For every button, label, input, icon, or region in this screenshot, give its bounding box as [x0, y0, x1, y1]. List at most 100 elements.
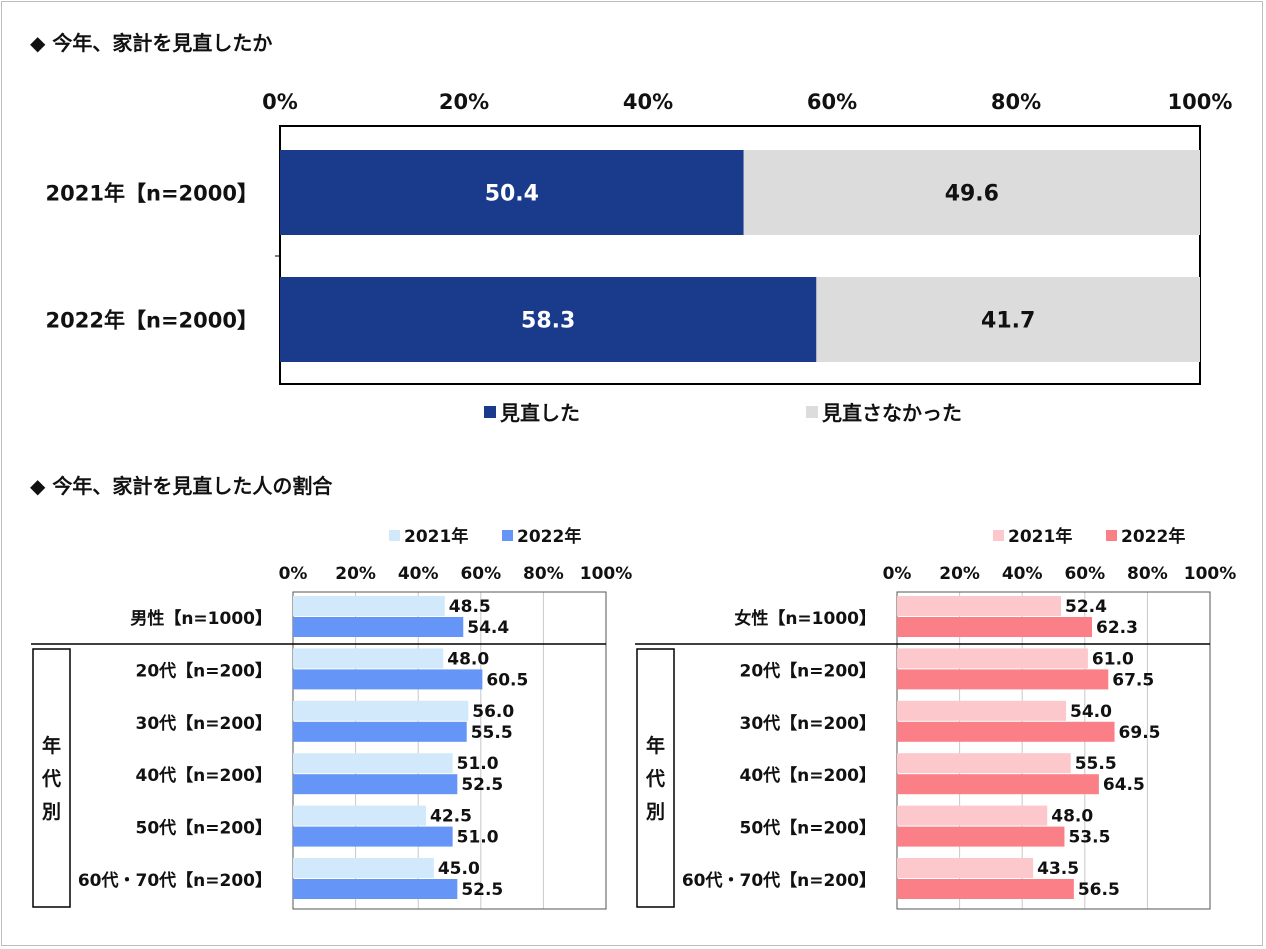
category-label: 30代【n=200】	[740, 713, 877, 734]
category-label: 40代【n=200】	[740, 765, 877, 786]
x-tick-label: 40%	[623, 90, 673, 114]
legend-swatch	[993, 530, 1004, 541]
bar	[293, 648, 444, 669]
legend-label: 見直した	[500, 401, 580, 425]
age-group-box	[32, 648, 71, 908]
x-tick-label: 60%	[807, 90, 857, 114]
data-label: 51.0	[457, 754, 499, 774]
x-tick-label: 20%	[335, 564, 376, 584]
bar	[293, 700, 469, 721]
category-label: 20代【n=200】	[740, 660, 877, 681]
data-label: 55.5	[1075, 754, 1117, 774]
bar	[293, 879, 458, 899]
data-label: 52.4	[1065, 597, 1107, 617]
legend-swatch	[1106, 530, 1117, 541]
plot-area	[292, 591, 607, 910]
x-tick-label: 100%	[1168, 90, 1233, 114]
x-tick-label: 80%	[523, 564, 564, 584]
bar	[897, 596, 1062, 616]
data-label: 53.5	[1068, 828, 1110, 848]
data-label: 48.5	[449, 597, 491, 617]
bar-segment	[280, 150, 744, 235]
data-label: 58.3	[521, 309, 575, 334]
data-label: 48.0	[447, 649, 489, 669]
bar-segment	[280, 277, 817, 362]
data-label: 56.0	[472, 702, 514, 722]
bar	[293, 826, 453, 847]
category-label: 女性【n=1000】	[734, 608, 876, 629]
data-label: 69.5	[1119, 723, 1161, 743]
data-label: 48.0	[1051, 807, 1093, 827]
data-label: 54.0	[1070, 702, 1112, 722]
data-label: 54.4	[467, 618, 509, 638]
bar	[897, 700, 1067, 721]
age-group-label-char: 代	[645, 768, 665, 790]
legend-label: 2022年	[517, 526, 581, 547]
x-tick-label: 80%	[1127, 564, 1168, 584]
data-label: 45.0	[438, 859, 480, 879]
data-label: 61.0	[1092, 649, 1134, 669]
bar	[293, 596, 445, 616]
category-label: 2022年【n=2000】	[46, 309, 258, 333]
x-tick-label: 60%	[460, 564, 501, 584]
data-label: 42.5	[430, 807, 472, 827]
data-label: 64.5	[1103, 775, 1145, 795]
bar	[897, 669, 1109, 690]
bar	[897, 648, 1088, 669]
legend-swatch	[389, 530, 400, 541]
data-label: 67.5	[1112, 670, 1154, 690]
data-label: 49.6	[945, 182, 999, 207]
plot-area	[896, 591, 1211, 910]
bar	[293, 753, 453, 774]
data-label: 62.3	[1096, 618, 1138, 638]
data-label: 50.4	[485, 182, 539, 207]
x-tick-label: 20%	[439, 90, 489, 114]
age-group-box	[636, 648, 675, 908]
category-label: 20代【n=200】	[136, 660, 273, 681]
x-tick-label: 0%	[262, 90, 298, 114]
bar-segment	[743, 150, 1200, 235]
category-label: 40代【n=200】	[136, 765, 273, 786]
bar-segment	[816, 277, 1200, 362]
x-tick-label: 40%	[1002, 564, 1043, 584]
bar	[897, 721, 1115, 742]
category-label: 60代・70代【n=200】	[682, 870, 876, 891]
x-tick-label: 60%	[1064, 564, 1105, 584]
x-tick-label: 40%	[398, 564, 439, 584]
x-tick-label: 100%	[1184, 564, 1237, 584]
male-bar-chart: 2021年 2022年 0% 20% 40% 60% 80% 100% 年代別 男性【n=1000…	[31, 526, 632, 910]
age-group-label-char: 年	[42, 734, 61, 757]
plot-area	[279, 125, 1201, 385]
bar	[897, 879, 1074, 899]
bar	[897, 826, 1065, 847]
stacked-bar-chart: 0% 20% 40% 60% 80% 100% 2021年【n=2000】 50.4 49.6 2…	[46, 90, 1233, 425]
category-label: 50代【n=200】	[136, 818, 273, 839]
x-tick-label: 0%	[279, 564, 308, 584]
bar	[293, 669, 483, 690]
bar	[897, 774, 1099, 795]
bar	[293, 617, 464, 637]
legend-label: 2021年	[1008, 526, 1072, 547]
bar	[897, 617, 1092, 637]
bar	[897, 753, 1071, 774]
legend-label: 2022年	[1121, 526, 1185, 547]
data-label: 60.5	[486, 670, 528, 690]
bar	[293, 721, 467, 742]
data-label: 52.5	[461, 880, 503, 900]
age-group-label-char: 別	[646, 801, 665, 823]
x-tick-label: 0%	[883, 564, 912, 584]
section2-title: ◆ 今年、家計を見直した人の割合	[30, 474, 333, 498]
age-group-label-char: 別	[42, 801, 61, 823]
category-label: 30代【n=200】	[136, 713, 273, 734]
age-group-label-char: 代	[41, 768, 61, 790]
legend-label: 2021年	[404, 526, 468, 547]
category-label: 男性【n=1000】	[130, 608, 272, 629]
x-tick-label: 80%	[991, 90, 1041, 114]
section1-title: ◆ 今年、家計を見直したか	[30, 31, 272, 55]
data-label: 55.5	[471, 723, 513, 743]
legend-label: 見直さなかった	[822, 401, 962, 425]
category-label: 2021年【n=2000】	[46, 182, 258, 206]
legend-swatch	[484, 406, 496, 418]
legend-swatch	[502, 530, 513, 541]
